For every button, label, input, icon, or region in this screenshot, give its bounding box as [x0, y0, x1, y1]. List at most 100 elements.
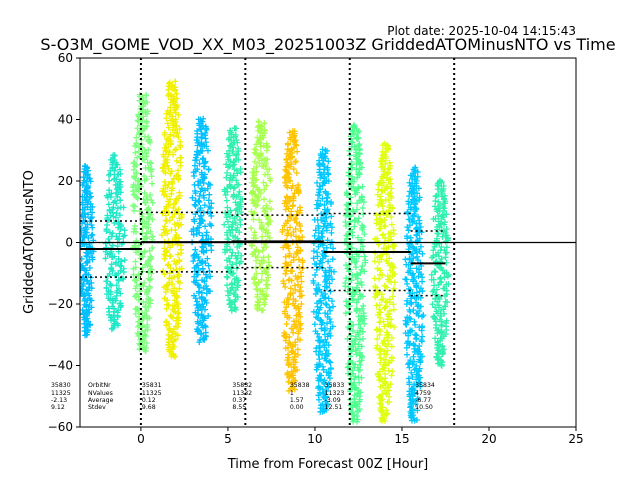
point: [296, 309, 303, 316]
point: [103, 285, 110, 292]
point: [286, 198, 293, 205]
point: [173, 157, 180, 164]
point: [419, 323, 426, 330]
point: [200, 155, 207, 162]
point: [173, 129, 180, 136]
point: [360, 310, 367, 317]
point: [206, 203, 213, 210]
point: [319, 233, 326, 240]
point: [166, 79, 173, 86]
point: [354, 345, 361, 352]
point: [389, 268, 396, 275]
point: [417, 285, 424, 292]
point: [227, 246, 234, 253]
point: [344, 288, 351, 295]
point: [161, 223, 168, 230]
point: [208, 222, 215, 229]
point: [115, 276, 122, 283]
point: [382, 370, 389, 377]
point: [411, 358, 418, 365]
point: [82, 163, 89, 170]
point: [201, 202, 208, 209]
point: [146, 159, 153, 166]
point: [433, 286, 440, 293]
point: [353, 418, 360, 425]
point: [224, 185, 231, 192]
point: [200, 179, 207, 186]
point: [141, 146, 148, 153]
point: [163, 218, 170, 225]
point: [143, 176, 150, 183]
point: [377, 309, 384, 316]
orbit-35838-value: 0.00: [290, 404, 304, 411]
point: [149, 245, 156, 252]
point: [113, 210, 120, 217]
point: [294, 244, 301, 251]
point: [148, 160, 155, 167]
point: [351, 144, 358, 151]
point: [319, 146, 326, 153]
point: [291, 128, 298, 135]
point: [268, 206, 275, 213]
point: [285, 277, 292, 284]
point: [109, 209, 116, 216]
point: [167, 253, 174, 260]
point: [343, 298, 350, 305]
point: [356, 358, 363, 365]
point: [225, 224, 232, 231]
point: [178, 221, 185, 228]
point: [310, 255, 317, 262]
point: [134, 125, 141, 132]
point: [115, 307, 122, 314]
point: [297, 247, 304, 254]
point: [80, 262, 84, 269]
point: [282, 260, 289, 267]
point: [250, 175, 257, 182]
point: [376, 302, 383, 309]
point: [284, 344, 291, 351]
point: [386, 255, 393, 262]
point: [167, 104, 174, 111]
point: [379, 188, 386, 195]
point: [261, 196, 268, 203]
point: [438, 243, 445, 250]
point: [438, 255, 445, 262]
orbit-35830-value: -2.13: [51, 397, 67, 404]
point: [405, 375, 412, 382]
point: [190, 258, 197, 265]
point: [377, 193, 384, 200]
point: [236, 229, 243, 236]
point: [175, 134, 182, 141]
point: [173, 293, 180, 300]
point: [352, 333, 359, 340]
point: [440, 183, 447, 190]
point: [147, 228, 154, 235]
point: [419, 274, 426, 281]
point: [314, 179, 321, 186]
point: [104, 221, 111, 228]
point: [378, 291, 385, 298]
point: [257, 150, 264, 157]
point: [413, 232, 420, 239]
point: [263, 147, 270, 154]
point: [415, 213, 422, 220]
point: [263, 291, 270, 298]
point: [229, 219, 236, 226]
point: [266, 175, 273, 182]
point: [195, 312, 202, 319]
point: [390, 301, 397, 308]
point: [372, 283, 379, 290]
cluster-6: [248, 118, 275, 314]
point: [176, 257, 183, 264]
point: [107, 281, 114, 288]
point: [83, 312, 90, 319]
point: [280, 278, 287, 285]
point: [254, 285, 261, 292]
point: [165, 261, 172, 268]
point: [345, 324, 352, 331]
point: [202, 223, 209, 230]
point: [169, 113, 176, 120]
point: [149, 216, 156, 223]
point: [197, 116, 204, 123]
point: [404, 351, 411, 358]
